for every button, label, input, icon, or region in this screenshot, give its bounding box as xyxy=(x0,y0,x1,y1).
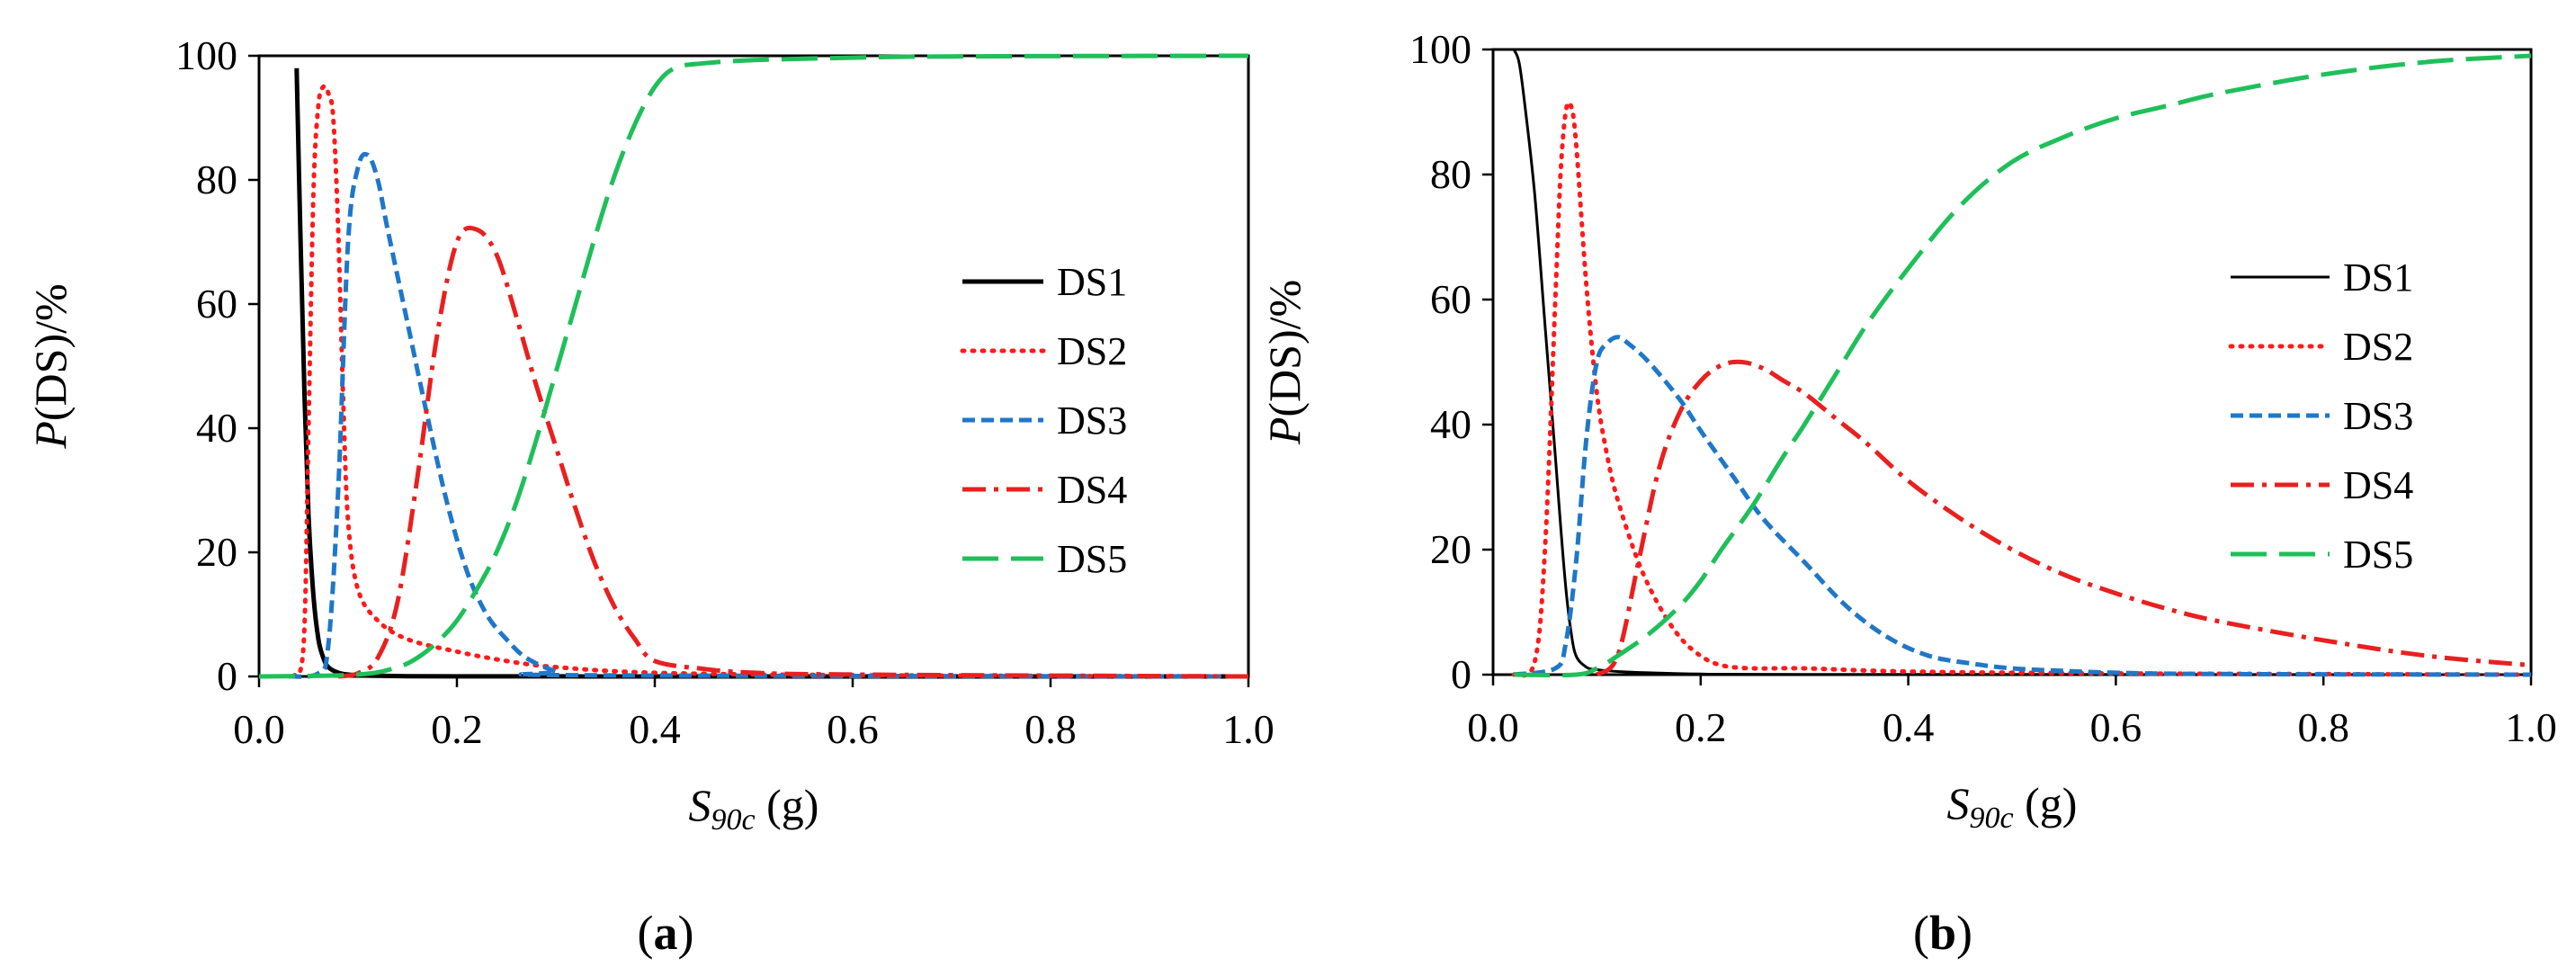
x-tick-label: 1.0 xyxy=(2505,704,2557,750)
legend-label-ds4: DS4 xyxy=(2343,463,2413,507)
series-line-ds2 xyxy=(291,84,1248,679)
y-tick-label: 0 xyxy=(1451,651,1471,697)
legend-label-ds1: DS1 xyxy=(1057,260,1127,304)
series-line-ds5 xyxy=(1514,53,2531,678)
legend-label-ds5: DS5 xyxy=(1057,537,1127,581)
y-tick-label: 20 xyxy=(196,529,237,575)
y-tick-label: 20 xyxy=(1430,526,1471,572)
x-tick-label: 0.4 xyxy=(1883,704,1935,750)
y-tick-label: 80 xyxy=(1430,151,1471,197)
x-tick-label: 0.4 xyxy=(629,706,681,752)
series-line-ds3 xyxy=(1513,335,2531,677)
x-tick-label: 0.6 xyxy=(827,706,879,752)
y-tick-label: 60 xyxy=(1430,276,1471,322)
legend-label-ds4: DS4 xyxy=(1057,468,1127,512)
x-tick-label: 0.2 xyxy=(431,706,483,752)
legend-label-ds2: DS2 xyxy=(2343,325,2413,369)
series-line-ds3 xyxy=(288,151,1248,679)
chart-panel-a: 0 20 40 60 80 100 0.0 0.2 0.4 0.6 0.8 1.0 S90c (g) P(… xyxy=(25,32,1275,960)
y-tick-label: 60 xyxy=(196,281,237,327)
y-axis-title: P(DS)/% xyxy=(25,283,76,449)
x-tick-label: 0.0 xyxy=(1467,704,1519,750)
series-line-ds4 xyxy=(1595,359,2531,677)
panel-label: (a) xyxy=(638,906,694,960)
x-tick-label: 0.6 xyxy=(2090,704,2142,750)
legend-label-ds2: DS2 xyxy=(1057,329,1127,373)
panel-label: (b) xyxy=(1913,906,1972,960)
x-tick-label: 0.2 xyxy=(1675,704,1727,750)
chart-panel-b: 0 20 40 60 80 100 0.0 0.2 0.4 0.6 0.8 1.0 S90c (g) P(… xyxy=(1259,26,2557,960)
legend-label-ds3: DS3 xyxy=(1057,398,1127,443)
x-tick-label: 0.0 xyxy=(233,706,285,752)
x-axis-title: S90c (g) xyxy=(1947,778,2078,835)
y-tick-label: 100 xyxy=(1409,26,1471,72)
x-tick-label: 0.8 xyxy=(2297,704,2349,750)
y-tick-label: 40 xyxy=(1430,401,1471,447)
x-tick-label: 0.8 xyxy=(1024,706,1077,752)
series-line-ds2 xyxy=(1511,100,2531,678)
x-axis-title: S90c (g) xyxy=(689,780,819,837)
series-line-ds4 xyxy=(337,225,1248,679)
legend-label-ds3: DS3 xyxy=(2343,394,2413,438)
y-tick-label: 40 xyxy=(196,405,237,451)
series-line-ds1 xyxy=(1512,49,2531,676)
y-tick-label: 80 xyxy=(196,157,237,202)
series-line-ds5 xyxy=(259,53,1248,679)
y-tick-label: 0 xyxy=(217,653,237,699)
y-tick-label: 100 xyxy=(175,32,237,78)
x-tick-label: 1.0 xyxy=(1222,706,1275,752)
legend-label-ds5: DS5 xyxy=(2343,533,2413,577)
y-axis-title: P(DS)/% xyxy=(1259,280,1310,445)
legend-label-ds1: DS1 xyxy=(2343,255,2413,300)
